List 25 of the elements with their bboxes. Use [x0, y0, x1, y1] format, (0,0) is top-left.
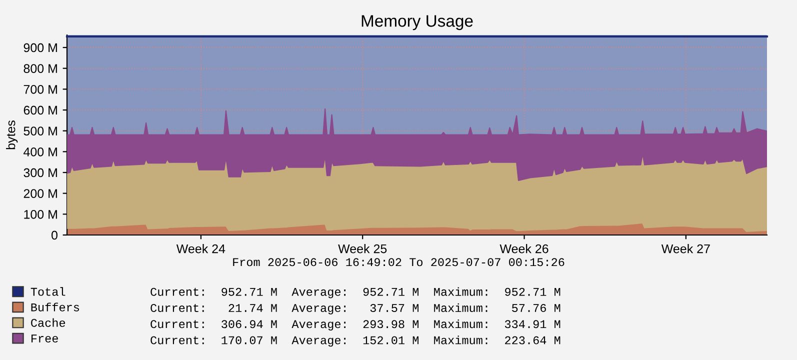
y-tick-label: 600 M	[24, 106, 57, 115]
text: Current: 306.94 M Average: 293.98 M Maximum: 334.91 M	[150, 319, 560, 330]
y-tick-label: 0	[52, 230, 58, 240]
y-tick-label: 700 M	[24, 84, 57, 94]
y-tick-label: 300 M	[24, 168, 57, 178]
legend-label: Total	[30, 287, 66, 296]
text: Current: 952.71 M Average: 952.71 M Maximum: 952.71 M	[150, 287, 560, 298]
y-tick-label: 900 M	[24, 43, 57, 52]
y-tick-label: 500 M	[24, 126, 57, 136]
legend-label: Buffers	[31, 302, 80, 312]
text: Current: 170.07 M Average: 152.01 M Maximum: 223.64 M	[150, 336, 560, 347]
legend-label: Cache	[31, 318, 66, 327]
y-tick-label: 800 M	[24, 64, 57, 73]
x-tick-label: Week 24	[176, 244, 226, 254]
x-tick-label: Week 25	[338, 244, 387, 254]
legend-label: Free	[32, 334, 58, 342]
y-axis-title: bytes	[6, 120, 18, 150]
x-tick-label: Week 27	[661, 244, 710, 254]
text: Current: 21.74 M Average: 37.57 M Maximum: 57.76 M	[150, 303, 560, 314]
y-tick-label: 100 M	[24, 210, 57, 219]
y-tick-label: 200 M	[24, 189, 57, 198]
chart-title: Memory Usage	[362, 15, 473, 30]
text: From 2025-06-06 16:49:02 To 2025-07-07 00:15:26	[233, 258, 564, 266]
x-tick-label: Week 26	[500, 244, 548, 254]
y-tick-label: 400 M	[24, 147, 57, 156]
